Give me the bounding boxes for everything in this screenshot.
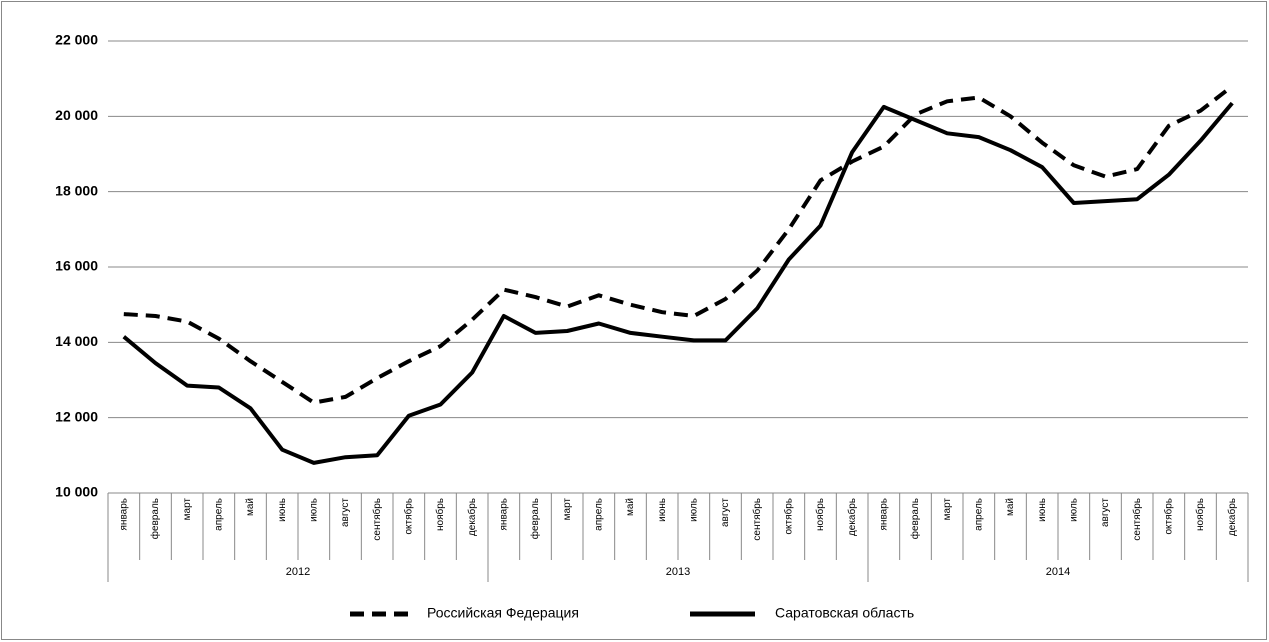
x-tick-label: май	[245, 498, 256, 516]
x-tick-label: июль	[308, 498, 319, 522]
x-tick-label: декабрь	[846, 498, 858, 536]
x-tick-label: январь	[498, 498, 509, 530]
x-tick-label: ноябрь	[434, 498, 446, 531]
legend-label: Российская Федерация	[427, 605, 579, 621]
x-tick-label: март	[942, 498, 953, 521]
x-tick-label: февраль	[149, 498, 161, 539]
x-tick-label: декабрь	[466, 498, 478, 536]
x-group-label: 2014	[1046, 566, 1070, 578]
x-tick-label: сентябрь	[371, 498, 383, 541]
x-tick-label: октябрь	[402, 498, 414, 535]
x-group-label: 2013	[666, 566, 690, 578]
x-tick-label: август	[340, 498, 351, 527]
y-tick-label: 22 000	[55, 32, 98, 48]
x-tick-label: май	[1005, 498, 1016, 516]
x-tick-label: октябрь	[1162, 498, 1174, 535]
x-tick-label: июнь	[1037, 498, 1048, 522]
x-tick-label: сентябрь	[751, 498, 763, 541]
x-tick-label: февраль	[909, 498, 921, 539]
x-tick-label: сентябрь	[1131, 498, 1143, 541]
y-tick-label: 18 000	[55, 182, 98, 198]
x-tick-label: май	[625, 498, 636, 516]
x-tick-label: август	[1100, 498, 1111, 527]
x-tick-label: март	[182, 498, 193, 521]
x-tick-label: апрель	[973, 498, 984, 531]
x-tick-label: июль	[688, 498, 699, 522]
x-tick-label: январь	[118, 498, 129, 530]
line-series	[122, 101, 1234, 465]
x-tick-label: август	[720, 498, 731, 527]
x-tick-label: апрель	[593, 498, 604, 531]
y-tick-label: 20 000	[55, 107, 98, 123]
x-tick-label: июнь	[657, 498, 668, 522]
y-tick-label: 12 000	[55, 408, 98, 424]
y-tick-label: 16 000	[55, 258, 98, 274]
x-group-label: 2012	[286, 566, 310, 578]
x-tick-label: июнь	[277, 498, 288, 522]
y-tick-label: 10 000	[55, 484, 98, 500]
x-tick-label: октябрь	[782, 498, 794, 535]
x-tick-label: июль	[1068, 498, 1079, 522]
line-series	[123, 84, 1234, 405]
x-tick-label: ноябрь	[814, 498, 826, 531]
x-tick-label: январь	[878, 498, 889, 530]
x-tick-label: апрель	[213, 498, 224, 531]
x-tick-label: ноябрь	[1194, 498, 1206, 531]
x-tick-label: февраль	[529, 498, 541, 539]
x-tick-label: декабрь	[1226, 498, 1238, 536]
y-tick-label: 14 000	[55, 333, 98, 349]
x-tick-label: март	[562, 498, 573, 521]
legend-label: Саратовская область	[775, 605, 914, 621]
